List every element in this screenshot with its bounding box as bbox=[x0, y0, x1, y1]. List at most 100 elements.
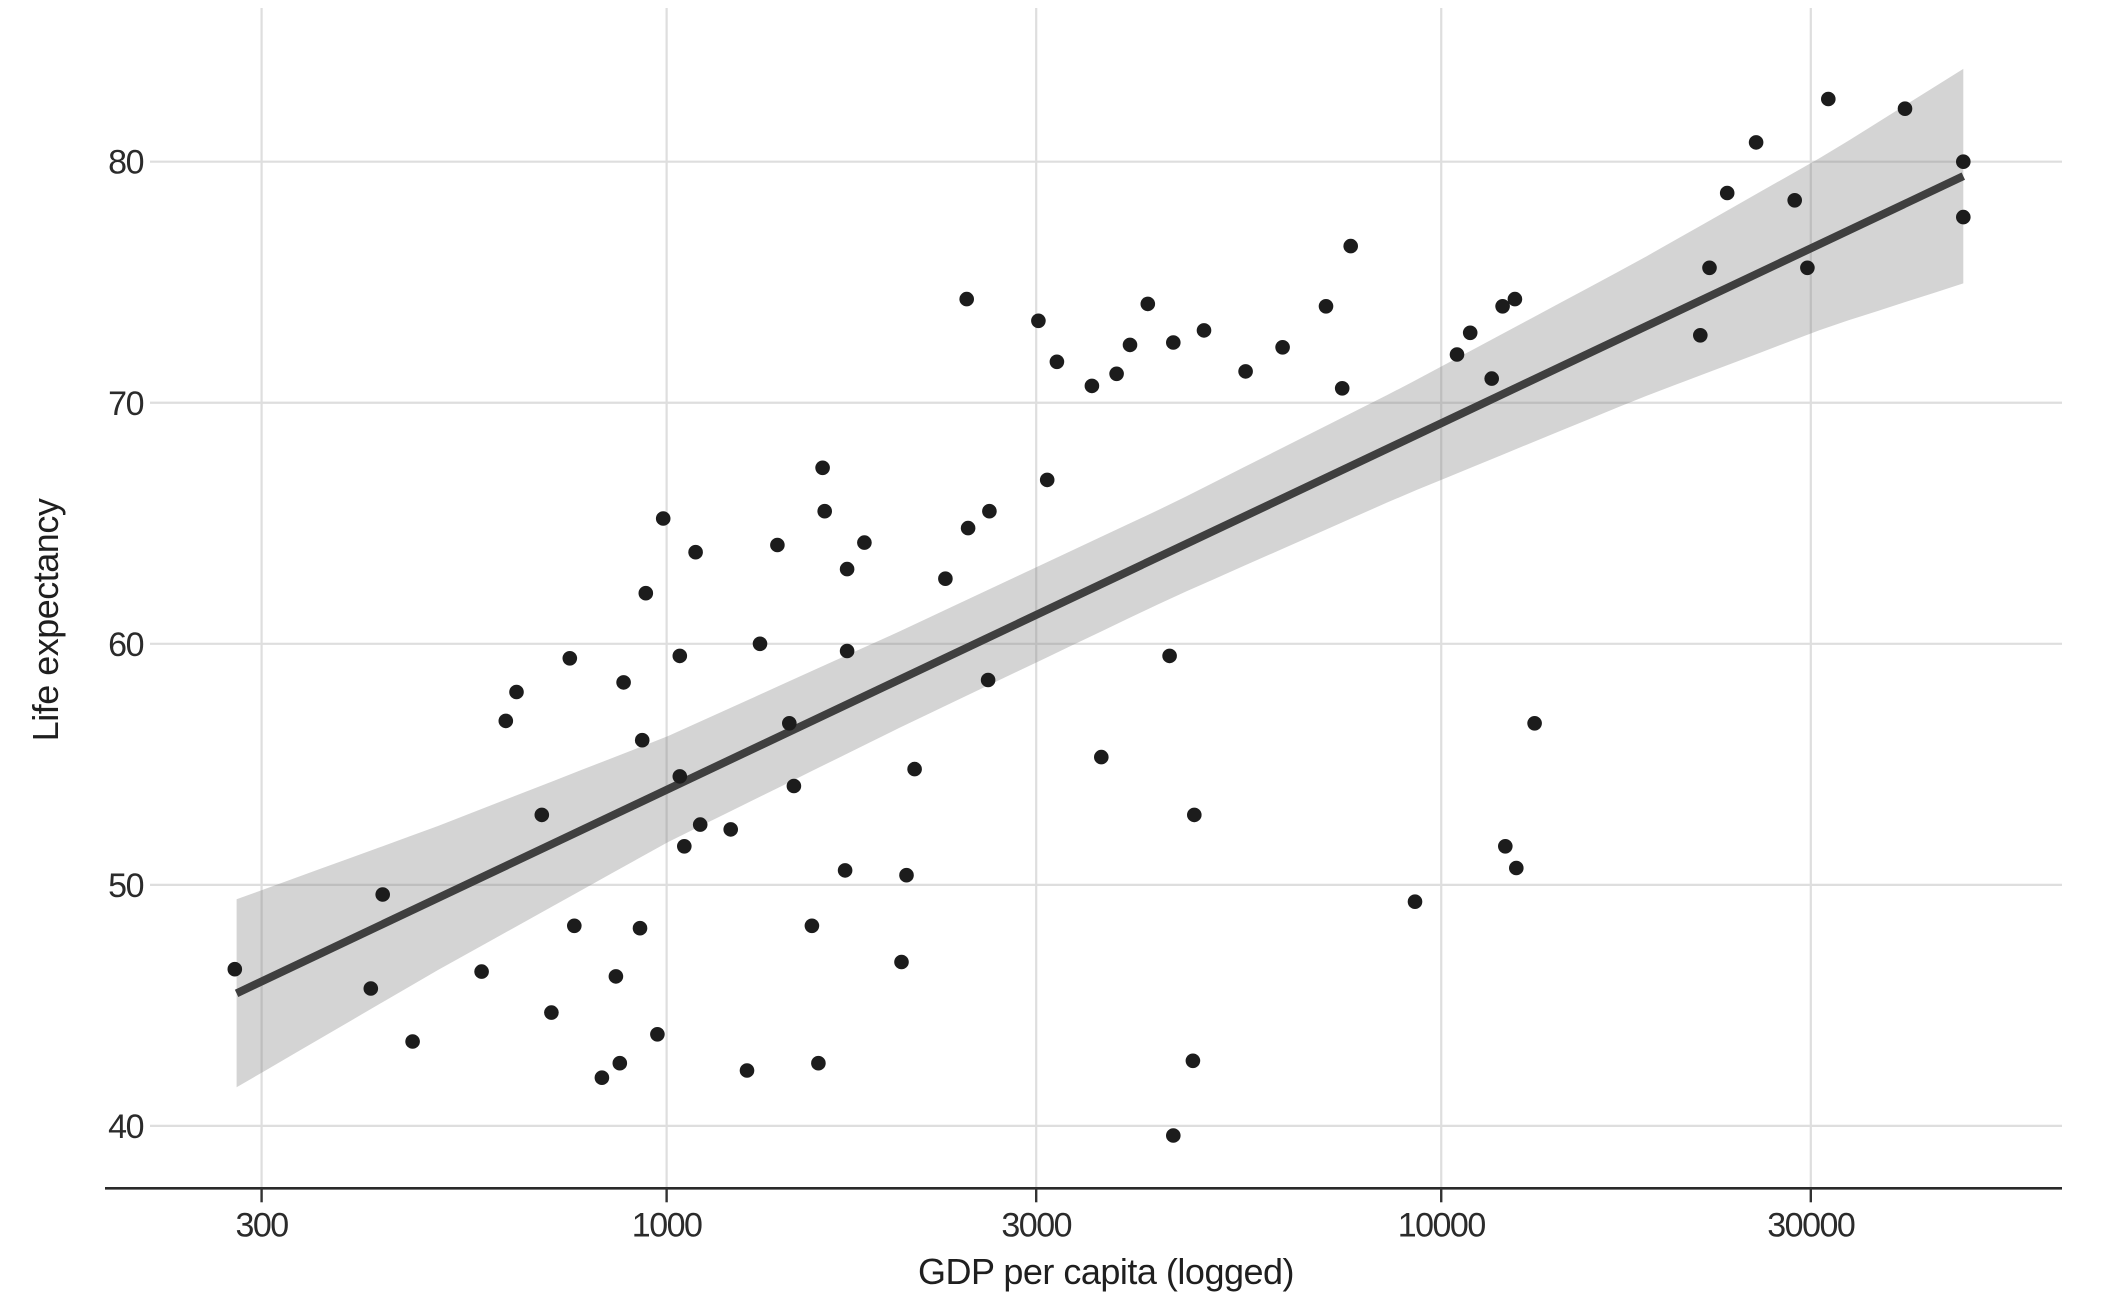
data-point bbox=[857, 535, 872, 550]
y-tick-label: 70 bbox=[108, 385, 143, 423]
data-point bbox=[1049, 354, 1065, 370]
data-point bbox=[363, 981, 379, 996]
data-point bbox=[1318, 299, 1334, 314]
data-point bbox=[1702, 260, 1717, 276]
y-tick-label: 80 bbox=[108, 144, 143, 182]
data-point bbox=[1821, 91, 1836, 107]
data-point bbox=[815, 460, 830, 476]
data-point bbox=[811, 1055, 826, 1071]
data-point bbox=[1498, 839, 1513, 854]
data-point bbox=[1800, 260, 1815, 276]
data-point bbox=[1162, 648, 1177, 664]
data-point bbox=[1031, 313, 1046, 329]
data-point bbox=[1719, 185, 1735, 201]
data-point bbox=[1238, 364, 1253, 379]
x-tick-label: 1000 bbox=[632, 1206, 702, 1244]
data-point bbox=[980, 672, 996, 688]
data-point bbox=[638, 585, 654, 601]
data-point bbox=[1956, 209, 1971, 225]
x-tick-label: 300 bbox=[235, 1206, 288, 1244]
y-tick-label: 40 bbox=[108, 1108, 143, 1146]
data-point bbox=[1462, 325, 1478, 341]
data-point bbox=[616, 675, 631, 690]
data-point bbox=[1507, 291, 1523, 307]
data-point bbox=[1787, 193, 1802, 208]
data-point bbox=[634, 732, 650, 748]
data-point bbox=[804, 918, 820, 934]
data-point bbox=[534, 807, 550, 823]
data-point bbox=[1122, 337, 1138, 353]
data-point bbox=[650, 1027, 665, 1042]
confidence-band-layer bbox=[236, 68, 1964, 1088]
data-point bbox=[1484, 371, 1499, 386]
data-point bbox=[498, 713, 514, 729]
data-point bbox=[938, 571, 953, 586]
x-tick-label: 10000 bbox=[1398, 1206, 1486, 1244]
data-point bbox=[544, 1005, 559, 1020]
data-point bbox=[594, 1070, 610, 1085]
data-point bbox=[509, 684, 524, 700]
data-point bbox=[1956, 154, 1971, 169]
y-tick-label: 60 bbox=[108, 626, 143, 664]
data-point bbox=[1166, 335, 1181, 350]
data-point bbox=[688, 544, 703, 560]
data-point bbox=[227, 961, 243, 977]
data-point bbox=[1334, 381, 1350, 396]
axis-layer: 300 1000 3000 10000 30000 40 50 60 70 80 bbox=[105, 144, 2062, 1244]
data-point bbox=[1527, 716, 1542, 731]
trend-line bbox=[234, 172, 1966, 997]
y-tick-label: 50 bbox=[108, 867, 143, 905]
data-point bbox=[782, 716, 797, 731]
data-point bbox=[1407, 894, 1423, 909]
data-point bbox=[1109, 366, 1124, 382]
data-point bbox=[839, 561, 855, 577]
data-point bbox=[672, 648, 688, 664]
data-point bbox=[1140, 296, 1156, 312]
data-point bbox=[1039, 472, 1055, 488]
data-point bbox=[692, 817, 708, 832]
data-point bbox=[1196, 323, 1212, 338]
data-point bbox=[837, 863, 853, 878]
data-point bbox=[723, 822, 738, 837]
data-point bbox=[608, 969, 624, 984]
data-point bbox=[1748, 135, 1764, 150]
data-point bbox=[752, 636, 768, 652]
data-point bbox=[907, 761, 922, 777]
data-point bbox=[632, 920, 648, 936]
data-point bbox=[405, 1034, 420, 1049]
data-point bbox=[894, 954, 909, 970]
data-point bbox=[959, 291, 974, 307]
data-point bbox=[1084, 378, 1100, 394]
data-point bbox=[1343, 238, 1358, 254]
x-axis-title: GDP per capita (logged) bbox=[918, 1251, 1294, 1292]
data-point bbox=[839, 643, 855, 659]
data-point bbox=[672, 769, 688, 784]
data-point bbox=[1897, 101, 1913, 116]
data-point bbox=[1185, 1053, 1201, 1069]
confidence-band bbox=[236, 68, 1964, 1088]
data-point bbox=[899, 867, 914, 883]
data-point bbox=[1166, 1128, 1181, 1143]
data-point bbox=[786, 778, 802, 794]
data-point bbox=[375, 887, 391, 902]
data-point bbox=[1449, 347, 1465, 362]
data-point bbox=[770, 537, 785, 553]
data-point bbox=[1495, 299, 1510, 314]
data-point bbox=[1693, 328, 1708, 343]
data-point bbox=[960, 520, 976, 536]
data-point bbox=[739, 1063, 755, 1078]
data-point bbox=[1509, 860, 1524, 876]
data-point bbox=[677, 839, 692, 854]
x-tick-label: 3000 bbox=[1001, 1206, 1071, 1244]
data-point bbox=[1275, 340, 1290, 355]
data-point bbox=[1094, 749, 1109, 765]
data-point bbox=[567, 918, 582, 934]
data-point bbox=[655, 511, 671, 526]
x-tick-label: 30000 bbox=[1767, 1206, 1855, 1244]
data-point bbox=[562, 651, 578, 666]
trend-line-layer bbox=[234, 172, 1966, 997]
data-point bbox=[982, 503, 997, 519]
data-point bbox=[817, 503, 832, 519]
